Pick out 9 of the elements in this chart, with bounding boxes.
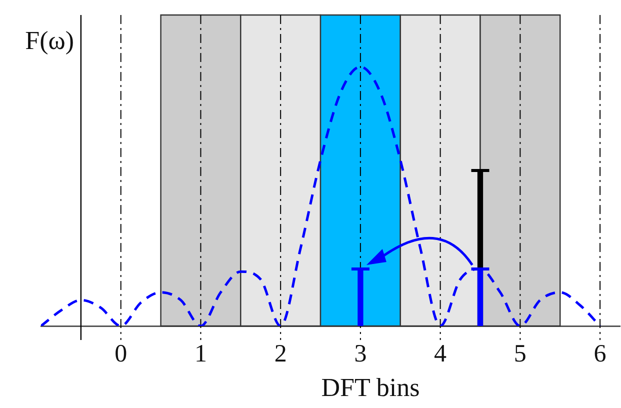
x-tick-label: 0: [114, 340, 128, 368]
x-axis-title: DFT bins: [321, 372, 420, 402]
x-tick-label: 5: [514, 340, 526, 368]
x-tick-label: 6: [594, 340, 606, 368]
x-tick-label: 4: [434, 340, 448, 368]
y-axis-title: F(ω): [25, 26, 74, 55]
x-tick-label: 3: [354, 340, 367, 368]
x-tick-label: 1: [194, 340, 207, 368]
x-tick-label: 2: [274, 340, 287, 368]
